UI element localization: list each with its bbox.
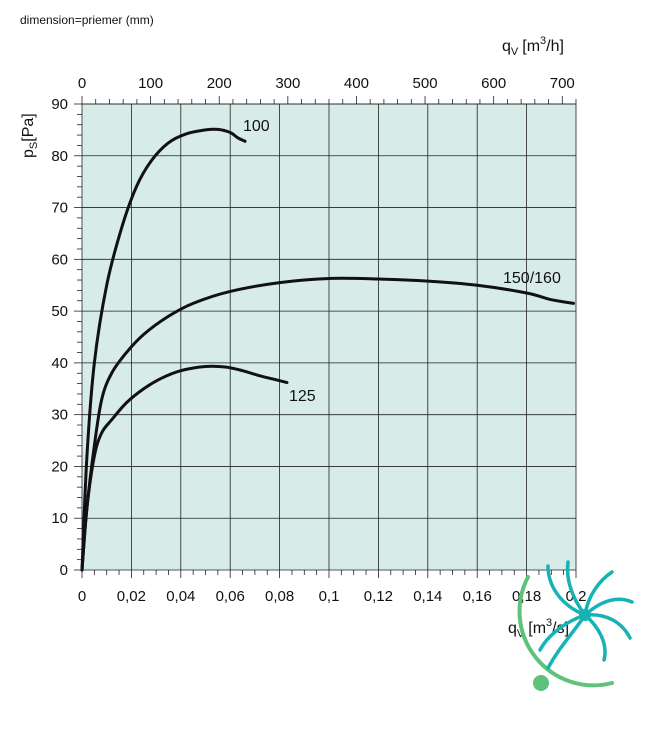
x-top-tick-label: 500 (413, 75, 438, 92)
logo-arc (517, 575, 614, 688)
series-label-125: 125 (289, 388, 316, 405)
x-top-tick-label: 400 (344, 75, 369, 92)
x-top-axis-title: qV [m3/h] (502, 35, 564, 58)
logo-blade (583, 613, 607, 662)
x-top-tick-label: 200 (207, 75, 232, 92)
x-top-tick-label: 700 (550, 75, 575, 92)
logo-blade (546, 564, 587, 617)
logo-dot (533, 675, 549, 691)
series-label-150-160: 150/160 (503, 270, 561, 287)
logo-blade (583, 597, 634, 617)
y-tick-label: 20 (51, 458, 68, 475)
y-tick-label: 10 (51, 510, 68, 527)
x-bottom-tick-label: 0,16 (463, 588, 492, 605)
series-lines (80, 127, 576, 572)
logo-blade (583, 613, 632, 640)
x-bottom-tick-label: 0,02 (117, 588, 146, 605)
y-tick-label: 70 (51, 200, 68, 217)
y-tick-label: 50 (51, 303, 68, 320)
y-tick-label: 40 (51, 355, 68, 372)
series-line-100 (80, 127, 247, 572)
fan-logo-icon (517, 560, 634, 691)
x-top-tick-label: 100 (138, 75, 163, 92)
y-tick-label: 60 (51, 251, 68, 268)
x-bottom-tick-label: 0 (78, 588, 86, 605)
dimension-note: dimension=priemer (mm) (20, 13, 154, 27)
x-bottom-tick-label: 0,04 (166, 588, 195, 605)
x-top-tick-label: 0 (78, 75, 86, 92)
y-tick-label: 0 (60, 562, 68, 579)
x-bottom-tick-label: 0,06 (216, 588, 245, 605)
x-bottom-tick-label: 0,18 (512, 588, 541, 605)
logo-hub (579, 609, 591, 621)
x-bottom-tick-label: 0,1 (319, 588, 340, 605)
x-top-tick-label: 300 (275, 75, 300, 92)
x-bottom-tick-label: 0,08 (265, 588, 294, 605)
tick-labels: 0 10 20 30 40 50 60 70 80 90 0 0,02 0,04 0,06 0,08 0,1 0… (51, 75, 586, 605)
x-top-tick-label: 600 (481, 75, 506, 92)
grid (81, 103, 577, 571)
y-tick-label: 30 (51, 407, 68, 424)
series-label-100: 100 (243, 118, 270, 135)
y-tick-label: 90 (51, 96, 68, 113)
x-bottom-tick-label: 0,14 (413, 588, 442, 605)
x-bottom-tick-label: 0,12 (364, 588, 393, 605)
series-line-150-160 (80, 276, 576, 572)
logo-blade (565, 560, 587, 617)
y-tick-label: 80 (51, 148, 68, 165)
logo-blade (583, 570, 614, 617)
series-line-125 (80, 364, 289, 572)
y-axis-title: pS[Pa] (20, 113, 40, 158)
